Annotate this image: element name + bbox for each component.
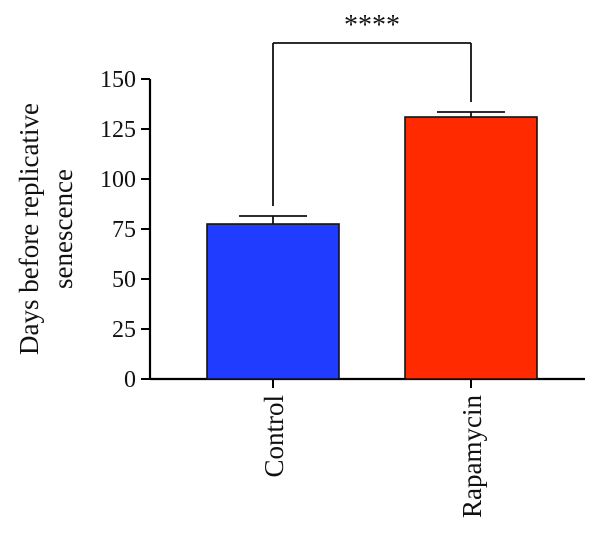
- x-tick-label-1: Rapamycin: [457, 395, 487, 518]
- y-tick-label-1: 25: [112, 317, 136, 343]
- y-tick-label-4: 100: [100, 167, 136, 193]
- y-tick-label-3: 75: [112, 217, 136, 243]
- y-axis-title-line-1: Days before replicative: [14, 103, 44, 355]
- significance-bracket: ****: [272, 10, 472, 206]
- y-tick-label-5: 125: [100, 117, 136, 143]
- x-axis: Control Rapamycin: [150, 377, 585, 518]
- y-axis: 0 25 50 75 100 125 150: [100, 67, 152, 393]
- significance-label: ****: [344, 10, 400, 41]
- y-tick-label-2: 50: [112, 267, 136, 293]
- y-tick-label-0: 0: [124, 367, 136, 393]
- bar-control: [206, 223, 340, 380]
- bar-rapamycin: [404, 116, 538, 380]
- y-axis-title-line-2: senescence: [48, 169, 78, 289]
- y-tick-label-6: 150: [100, 67, 136, 93]
- bars: [206, 116, 538, 380]
- error-bars: [239, 111, 505, 224]
- x-tick-label-0: Control: [259, 395, 289, 478]
